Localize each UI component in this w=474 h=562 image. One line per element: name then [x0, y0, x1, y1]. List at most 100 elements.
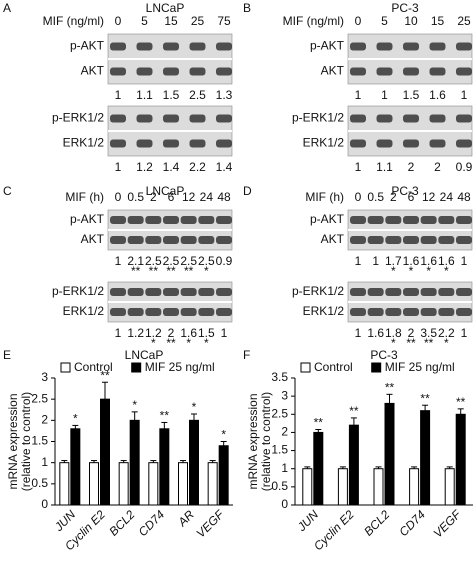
lane-label: 0 — [115, 14, 122, 28]
band — [163, 114, 179, 123]
bar — [59, 462, 70, 506]
band — [350, 114, 366, 123]
band — [376, 67, 393, 76]
band — [216, 236, 232, 244]
legend-label: Control — [74, 360, 113, 374]
quantification: 1 — [115, 254, 122, 268]
quantification: 1 — [355, 160, 362, 174]
significance: ** — [456, 395, 466, 409]
significance: ** — [349, 404, 359, 418]
band — [163, 236, 179, 244]
band — [110, 236, 126, 244]
band — [420, 288, 437, 296]
band — [189, 139, 206, 148]
band — [403, 139, 419, 148]
x-tick-label: BCL2 — [106, 507, 137, 538]
quantification: 1 — [355, 88, 362, 102]
band — [163, 42, 179, 51]
quantification: 2 — [168, 326, 175, 340]
bar — [159, 428, 170, 506]
band — [403, 216, 419, 224]
band — [110, 139, 126, 148]
quantification: 1.6 — [180, 326, 197, 340]
lane-label: 5 — [141, 14, 148, 28]
y-tick-label: 3 — [281, 388, 288, 402]
band — [438, 308, 455, 316]
bar — [409, 468, 420, 506]
band — [456, 114, 472, 123]
bar — [70, 428, 81, 506]
band — [216, 216, 232, 224]
lane-label: 0 — [355, 190, 362, 204]
band — [110, 67, 126, 76]
band — [163, 288, 179, 296]
row-label: p-ERK1/2 — [292, 284, 344, 298]
quantification: 1 — [355, 254, 362, 268]
bar — [148, 462, 159, 506]
band — [403, 236, 419, 244]
bar — [455, 413, 466, 506]
band — [420, 236, 437, 244]
band — [456, 216, 472, 224]
legend-swatch — [131, 362, 142, 373]
bar — [373, 468, 384, 506]
band — [403, 288, 419, 296]
lane-label: 0 — [115, 190, 122, 204]
band — [385, 216, 402, 224]
quantification: 1.6 — [403, 254, 420, 268]
band — [189, 42, 206, 51]
significance: * — [204, 336, 209, 350]
significance: * — [221, 428, 226, 442]
band — [350, 67, 366, 76]
band — [350, 216, 366, 224]
band — [429, 114, 446, 123]
y-tick-label: 3.5 — [271, 370, 288, 384]
bar — [384, 402, 395, 506]
lane-label: 2 — [150, 190, 157, 204]
quantification: 2.5 — [180, 254, 197, 268]
quantification: 0.9 — [216, 254, 233, 268]
significance: ** — [385, 381, 395, 395]
band — [438, 236, 455, 244]
band — [367, 216, 384, 224]
significance: ** — [424, 336, 434, 350]
band — [189, 67, 206, 76]
chart-title: PC-3 — [370, 348, 398, 362]
lane-label: 25 — [191, 14, 205, 28]
quantification: 2 — [434, 160, 441, 174]
significance: * — [73, 412, 78, 426]
quantification: 1.6 — [367, 326, 384, 340]
quantification: 1.6 — [420, 254, 437, 268]
band — [136, 114, 153, 123]
band — [110, 288, 126, 296]
row-label: ERK1/2 — [303, 136, 345, 150]
significance: * — [192, 400, 197, 414]
panel-title: LNCaP — [146, 184, 185, 198]
band — [385, 308, 402, 316]
quantification: 2.2 — [438, 326, 455, 340]
band — [456, 308, 472, 316]
quantification: 1.7 — [385, 254, 402, 268]
band — [456, 236, 472, 244]
row-label: AKT — [321, 232, 345, 246]
significance: ** — [166, 264, 176, 278]
panel-title: PC-3 — [391, 184, 419, 198]
lane-label: 15 — [431, 14, 445, 28]
significance: ** — [160, 409, 170, 423]
lane-label: 0.5 — [127, 190, 144, 204]
band — [403, 114, 419, 123]
legend-label: MIF 25 ng/ml — [145, 360, 215, 374]
x-tick-label: BCL2 — [361, 507, 392, 538]
chart-title: LNCaP — [125, 348, 164, 362]
band — [429, 67, 446, 76]
significance: * — [426, 264, 431, 278]
treatment-label: MIF (h) — [65, 190, 104, 204]
band — [145, 216, 162, 224]
significance: ** — [100, 368, 110, 382]
quantification: 1.2 — [136, 160, 153, 174]
band — [350, 236, 366, 244]
significance: * — [444, 336, 449, 350]
treatment-label: MIF (ng/ml) — [283, 14, 344, 28]
quantification: 1 — [461, 254, 468, 268]
y-axis-label: mRNA expression — [6, 393, 20, 489]
